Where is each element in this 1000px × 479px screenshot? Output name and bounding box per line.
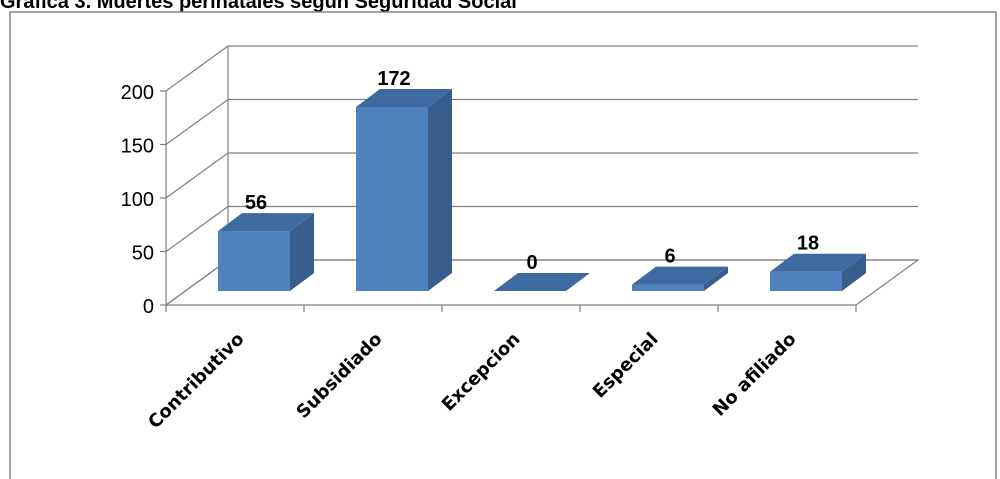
data-label: 172 <box>377 68 410 90</box>
bar-side <box>842 253 866 291</box>
bar-top <box>632 266 728 285</box>
bar <box>632 266 728 291</box>
bar <box>356 88 452 292</box>
bar-top <box>770 253 866 272</box>
gridline-side <box>165 152 229 199</box>
data-label: 56 <box>245 192 267 214</box>
bar-side <box>428 88 452 292</box>
bar <box>494 273 590 291</box>
y-tick-label: 50 <box>132 243 154 265</box>
y-tick-label: 0 <box>143 296 154 318</box>
bar-side <box>704 266 728 291</box>
chart-title: Gráfica 3. Muertes perinatales según Seg… <box>0 0 517 13</box>
bar-front <box>218 231 290 291</box>
data-label: 6 <box>664 246 675 268</box>
chart-floor <box>164 259 920 306</box>
bars <box>218 88 866 292</box>
data-label: 18 <box>797 233 819 255</box>
gridline-side <box>165 99 229 145</box>
bar-front <box>356 106 428 292</box>
bar-top <box>356 88 452 107</box>
category-label: Especial <box>589 329 663 403</box>
chart-frame <box>9 11 997 479</box>
category-label: Excepcion <box>438 329 525 416</box>
bar-top <box>218 213 314 232</box>
y-tick-label: 200 <box>121 82 154 104</box>
bar-front <box>770 271 842 291</box>
bar <box>218 213 314 291</box>
bar <box>770 253 866 291</box>
bar-top <box>494 273 590 291</box>
data-label: 0 <box>526 252 537 274</box>
bar-front <box>632 284 704 291</box>
category-label: Subsidiado <box>292 329 386 423</box>
category-label: No afiliado <box>709 329 801 421</box>
bar-side <box>290 213 314 291</box>
gridline-side <box>165 45 229 92</box>
y-tick-label: 150 <box>121 136 154 158</box>
axes <box>160 90 920 312</box>
y-tick-label: 100 <box>121 189 154 211</box>
gridline-side <box>165 206 229 252</box>
category-label: Contributivo <box>144 329 248 433</box>
